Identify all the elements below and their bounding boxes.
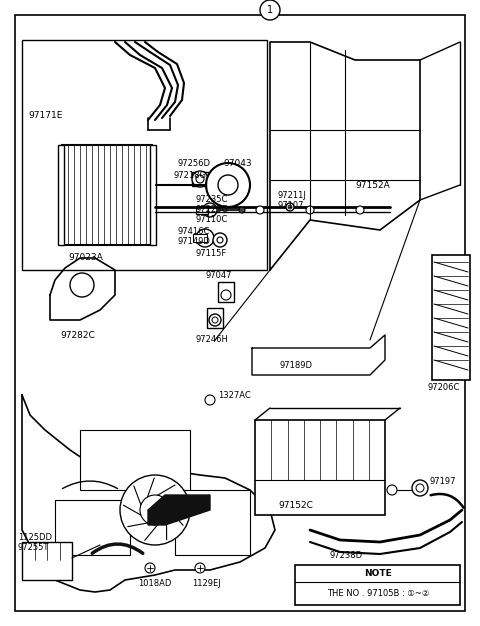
Text: 1129EJ: 1129EJ <box>192 578 221 587</box>
Circle shape <box>286 203 294 211</box>
Circle shape <box>221 290 231 300</box>
Circle shape <box>140 495 170 525</box>
Bar <box>196 206 208 214</box>
Text: 97107: 97107 <box>278 202 304 210</box>
Circle shape <box>212 317 218 323</box>
Text: 97235C: 97235C <box>196 195 228 205</box>
Text: 1018AD: 1018AD <box>138 578 171 587</box>
Bar <box>175 490 250 555</box>
Polygon shape <box>22 395 275 592</box>
Polygon shape <box>50 258 115 320</box>
Circle shape <box>206 163 250 207</box>
Circle shape <box>306 206 314 214</box>
Circle shape <box>387 485 397 495</box>
Text: 97152A: 97152A <box>355 180 390 190</box>
Polygon shape <box>252 335 385 375</box>
Text: 97246H: 97246H <box>195 336 228 344</box>
Bar <box>193 234 207 242</box>
Bar <box>207 308 223 328</box>
Text: 97282C: 97282C <box>60 331 95 339</box>
Text: 97218G: 97218G <box>174 172 207 180</box>
Bar <box>55 500 130 555</box>
Circle shape <box>145 563 155 573</box>
Text: 97416C: 97416C <box>178 227 210 237</box>
Text: 97110C: 97110C <box>196 215 228 225</box>
Text: 97206C: 97206C <box>428 384 460 393</box>
Bar <box>58 145 64 245</box>
Text: 97152C: 97152C <box>278 501 313 510</box>
Polygon shape <box>148 495 210 525</box>
Circle shape <box>256 206 264 214</box>
Text: 97047: 97047 <box>205 270 231 279</box>
Bar <box>295 565 460 605</box>
Bar <box>192 172 210 186</box>
Text: 97238D: 97238D <box>330 550 363 560</box>
Text: 97115F: 97115F <box>196 250 227 259</box>
Text: 97256D: 97256D <box>178 158 211 168</box>
Bar <box>62 145 152 245</box>
Text: NOTE: NOTE <box>364 570 392 578</box>
Text: 97255T: 97255T <box>18 543 49 553</box>
Circle shape <box>196 175 204 183</box>
Text: THE NO . 97105B : ①~②: THE NO . 97105B : ①~② <box>327 588 429 597</box>
Text: 1327AC: 1327AC <box>218 391 251 399</box>
Circle shape <box>260 0 280 20</box>
Circle shape <box>239 207 245 213</box>
Bar <box>150 145 156 245</box>
Circle shape <box>205 395 215 405</box>
Circle shape <box>416 484 424 492</box>
Text: 97223G: 97223G <box>196 205 229 215</box>
Text: 97023A: 97023A <box>68 254 103 262</box>
Circle shape <box>217 237 223 243</box>
Circle shape <box>192 171 208 187</box>
Text: 1125DD: 1125DD <box>18 533 52 541</box>
Circle shape <box>70 273 94 297</box>
Bar <box>80 430 190 490</box>
Bar <box>22 542 72 580</box>
Text: 97197: 97197 <box>430 478 456 486</box>
Circle shape <box>288 205 292 209</box>
Text: 1: 1 <box>267 5 273 15</box>
Bar <box>255 420 385 515</box>
Text: 97149D: 97149D <box>178 237 211 247</box>
Bar <box>218 282 234 302</box>
Text: 97189D: 97189D <box>280 361 313 369</box>
Bar <box>432 255 470 380</box>
Circle shape <box>120 475 190 545</box>
Circle shape <box>209 314 221 326</box>
Circle shape <box>203 203 217 217</box>
Bar <box>22 40 267 270</box>
Circle shape <box>218 175 238 195</box>
Text: 97211J: 97211J <box>278 192 307 200</box>
Circle shape <box>213 233 227 247</box>
Text: 97043: 97043 <box>223 158 252 168</box>
Circle shape <box>196 229 214 247</box>
Text: 97171E: 97171E <box>28 111 62 120</box>
Circle shape <box>412 480 428 496</box>
Circle shape <box>195 563 205 573</box>
Circle shape <box>356 206 364 214</box>
